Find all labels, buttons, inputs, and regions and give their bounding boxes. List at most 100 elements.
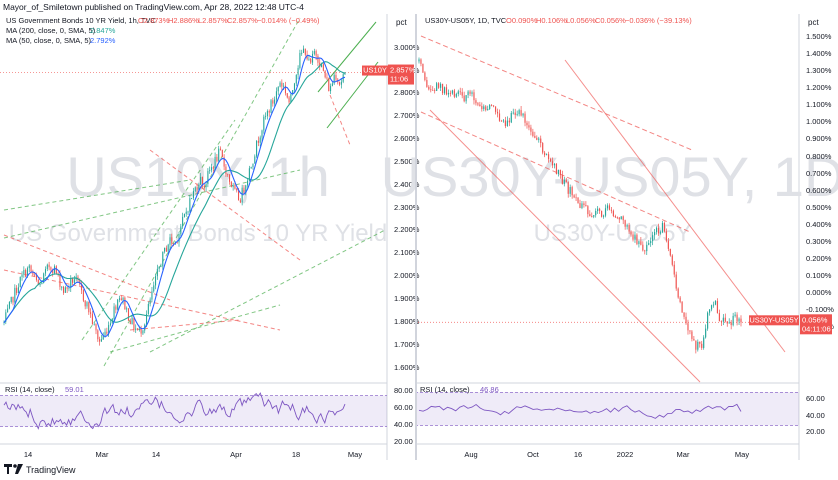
candle-body [628, 225, 630, 232]
candle-body [740, 318, 742, 323]
candle-body [424, 72, 426, 81]
candle-body [299, 52, 301, 69]
candle-body [459, 91, 461, 93]
candle-body [270, 100, 272, 113]
candle-body [192, 190, 194, 199]
indicator-value: 2.847% [90, 26, 116, 35]
candle-body [708, 309, 711, 313]
y-tick-label: 2.300% [394, 203, 420, 212]
candle-body [720, 320, 722, 322]
green-dashed-trendline [3, 179, 191, 211]
candle-body [441, 83, 444, 94]
candle-body [430, 89, 432, 91]
y-tick-label: 1.000% [806, 117, 832, 126]
rsi-tick-label: 60.00 [394, 403, 413, 412]
candle-body [512, 112, 514, 114]
candle-body [667, 240, 669, 249]
y-tick-label: 1.800% [394, 317, 420, 326]
y-tick-label: 1.100% [806, 100, 832, 109]
candle-body [644, 250, 646, 252]
candle-body [520, 110, 522, 116]
green-channel-line [317, 21, 377, 93]
candle-body [214, 156, 216, 169]
candle-body [726, 321, 728, 324]
candle-body [646, 244, 648, 252]
candle-body [597, 208, 599, 212]
candle-body [151, 291, 153, 300]
candle-body [272, 100, 274, 104]
candle-body [241, 187, 243, 203]
red-dashed-trendline [420, 35, 693, 151]
price-label-value: 0.056% [802, 315, 828, 324]
candle-body [194, 187, 196, 191]
red-channel-line [429, 109, 701, 383]
candle-body [176, 241, 178, 243]
candle-body [616, 217, 618, 219]
candle-body [322, 64, 324, 71]
candle-body [14, 287, 16, 303]
unit-label: pct [396, 18, 407, 27]
green-dashed-trendline [149, 229, 386, 353]
watermark-subtitle: US Government Bonds 10 YR Yield [9, 220, 387, 247]
candle-body [201, 176, 204, 186]
green-dashed-trendline [103, 17, 301, 367]
candle-body [494, 106, 497, 112]
candle-body [614, 216, 616, 218]
candle-body [34, 274, 36, 276]
candle-body [591, 216, 593, 217]
candle-body [575, 197, 577, 199]
y-tick-label: 2.100% [394, 248, 420, 257]
candle-body [734, 314, 736, 316]
candle-body [506, 120, 508, 127]
y-tick-label: 2.000% [394, 271, 420, 280]
candle-body [577, 197, 579, 204]
candle-body [710, 305, 713, 310]
rsi-tick-label: 40.00 [394, 420, 413, 429]
candle-body [39, 283, 41, 285]
candle-body [232, 185, 234, 187]
candle-body [481, 106, 483, 110]
candle-body [90, 312, 92, 314]
candle-body [108, 325, 110, 334]
tradingview-brand[interactable]: TradingView [4, 464, 76, 475]
candle-body [61, 286, 63, 288]
candle-body [324, 70, 326, 78]
symbol-line: US30Y-US05Y, 1D, TVC [425, 16, 507, 25]
candle-body [283, 85, 285, 87]
candle-body [25, 269, 27, 277]
candle-body [266, 111, 268, 116]
ohlc-high: H0.106% [536, 16, 567, 25]
candle-body [606, 205, 609, 209]
candle-body [46, 264, 48, 269]
candle-body [115, 306, 117, 310]
y-tick-label: 1.900% [394, 294, 420, 303]
candle-body [703, 337, 705, 348]
candle-body [475, 100, 477, 104]
candle-body [319, 62, 321, 68]
ohlc-change: −0.036% (−39.13%) [625, 16, 692, 25]
price-label-ticker-bg [362, 65, 388, 76]
candle-body [461, 92, 463, 96]
candle-body [567, 182, 569, 194]
candle-body [581, 203, 583, 209]
candle-body [19, 276, 21, 288]
candle-body [37, 279, 39, 285]
candle-body [467, 91, 469, 96]
candle-body [677, 288, 679, 298]
candle-body [53, 266, 56, 274]
candle-body [200, 176, 202, 185]
candle-body [691, 331, 693, 339]
red-channel-line [564, 59, 786, 353]
candle-body [35, 275, 38, 280]
trend-channel-lines [3, 17, 386, 367]
ohlc-low: L0.056% [566, 16, 596, 25]
candle-body [730, 322, 732, 326]
watermark-subtitle: US30Y-US05Y [534, 220, 692, 247]
candle-body [440, 83, 442, 88]
candle-body [256, 140, 258, 157]
candle-body [281, 82, 283, 87]
candle-body [659, 232, 662, 234]
candle-body [133, 317, 135, 330]
candle-body [127, 308, 130, 321]
